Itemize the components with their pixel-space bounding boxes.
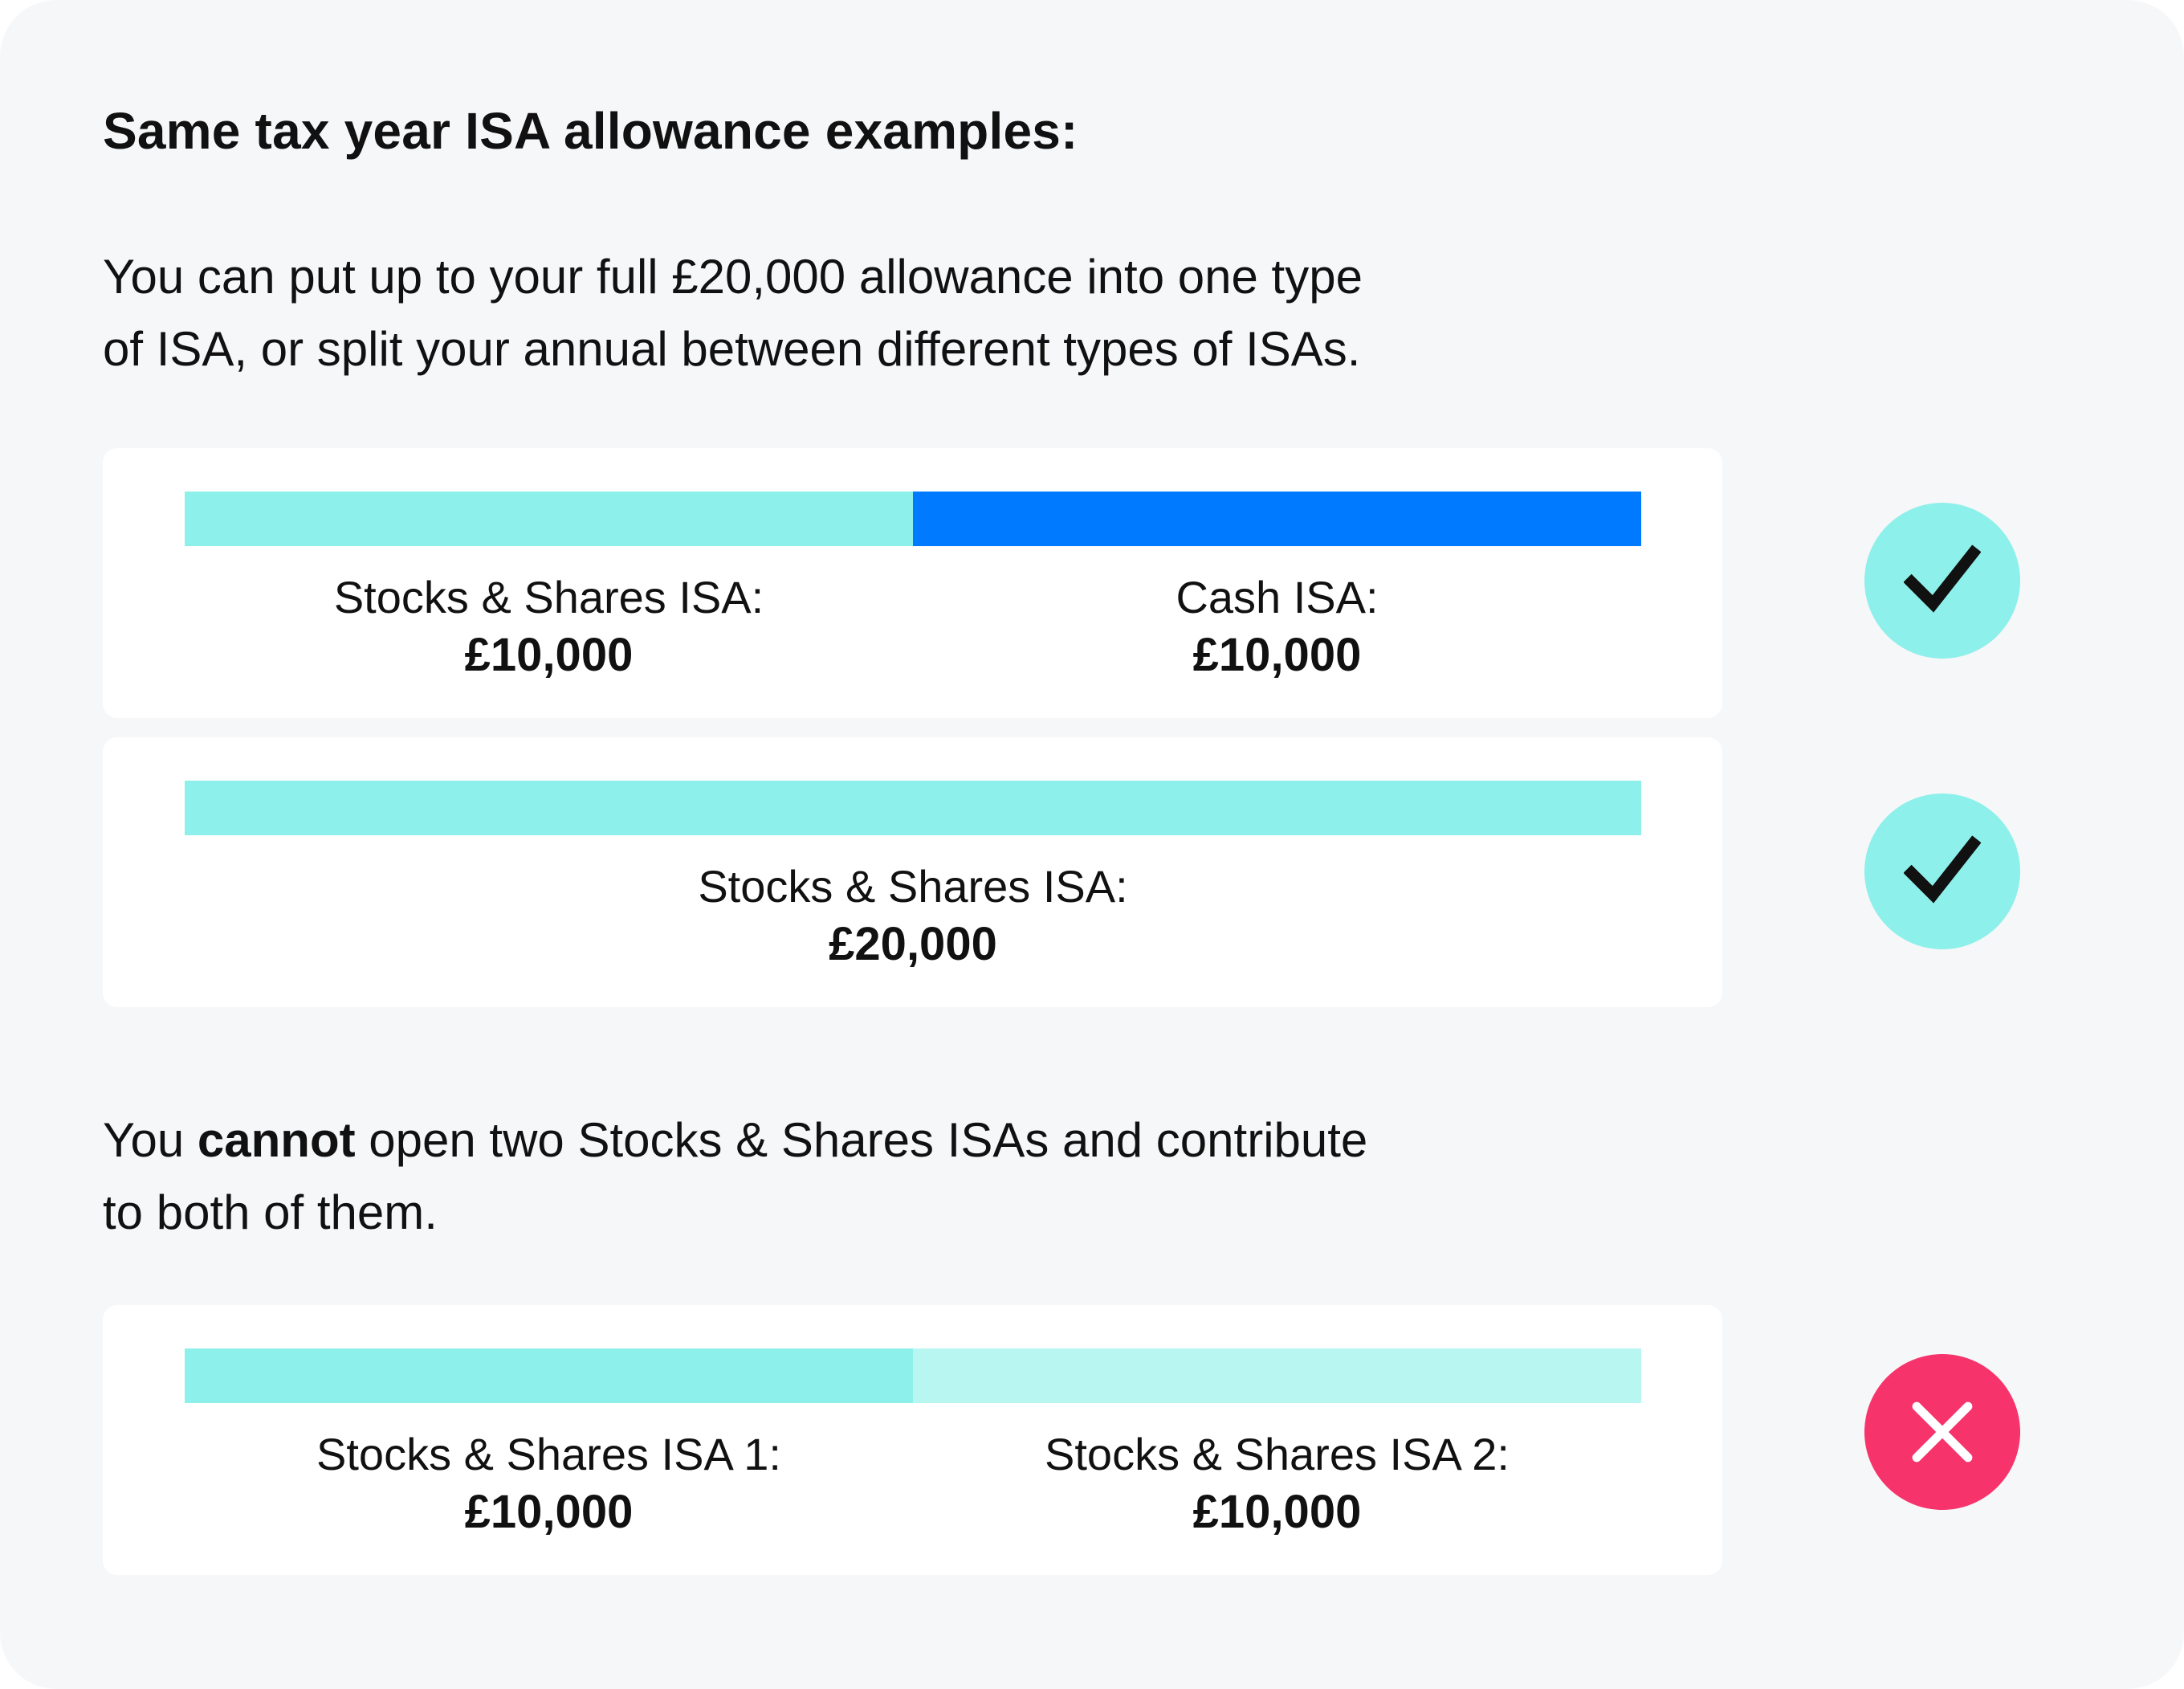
bar-segment-cash (913, 492, 1641, 546)
segment-name: Stocks & Shares ISA: (333, 572, 764, 622)
segment-label-stocks-shares: Stocks & Shares ISA: £10,000 (185, 569, 913, 684)
segment-amount: £10,000 (1192, 629, 1362, 681)
segment-label-stocks-shares-1: Stocks & Shares ISA 1: £10,000 (185, 1426, 913, 1541)
segment-name: Cash ISA: (1176, 572, 1379, 622)
example-two-stocks-shares: Stocks & Shares ISA 1: £10,000 Stocks & … (103, 1305, 1722, 1575)
bar-segment-stocks-shares-2 (913, 1348, 1641, 1403)
heading: Same tax year ISA allowance examples: (103, 102, 1078, 160)
check-icon (1904, 545, 1981, 613)
example-split-stocks-cash: Stocks & Shares ISA: £10,000 Cash ISA: £… (103, 448, 1722, 718)
check-icon (1904, 835, 1981, 904)
segment-name: Stocks & Shares ISA 1: (316, 1429, 781, 1479)
cannot-text-line-2: to both of them. (103, 1185, 438, 1239)
intro-line-2: of ISA, or split your annual between dif… (103, 322, 1361, 376)
segment-label-stocks-shares-2: Stocks & Shares ISA 2: £10,000 (913, 1426, 1641, 1541)
segment-amount: £20,000 (829, 918, 997, 970)
bar-segment-stocks-shares-1 (185, 1348, 913, 1403)
cross-icon (1912, 1401, 1973, 1463)
segment-label-cash: Cash ISA: £10,000 (913, 569, 1641, 684)
allowance-bar (185, 1348, 1641, 1403)
intro-text: You can put up to your full £20,000 allo… (103, 241, 1596, 386)
bar-segment-stocks-shares (185, 492, 913, 546)
segment-label-stocks-shares: Stocks & Shares ISA: £20,000 (185, 858, 1641, 973)
cannot-text-post: open two Stocks & Shares ISAs and contri… (355, 1113, 1368, 1167)
intro-line-1: You can put up to your full £20,000 allo… (103, 250, 1363, 304)
cannot-text-pre: You (103, 1113, 198, 1167)
valid-badge (1864, 503, 2020, 659)
example-full-stocks-shares: Stocks & Shares ISA: £20,000 (103, 737, 1722, 1007)
segment-amount: £10,000 (1192, 1486, 1362, 1538)
invalid-badge (1864, 1354, 2020, 1510)
segment-amount: £10,000 (464, 629, 634, 681)
valid-badge (1864, 794, 2020, 949)
allowance-bar (185, 492, 1641, 546)
bar-segment-stocks-shares (185, 781, 1641, 835)
segment-name: Stocks & Shares ISA: (698, 861, 1128, 912)
allowance-bar (185, 781, 1641, 835)
segment-name: Stocks & Shares ISA 2: (1045, 1429, 1510, 1479)
cannot-emphasis: cannot (197, 1113, 356, 1167)
cannot-text: You cannot open two Stocks & Shares ISAs… (103, 1104, 1596, 1249)
segment-amount: £10,000 (464, 1486, 634, 1538)
